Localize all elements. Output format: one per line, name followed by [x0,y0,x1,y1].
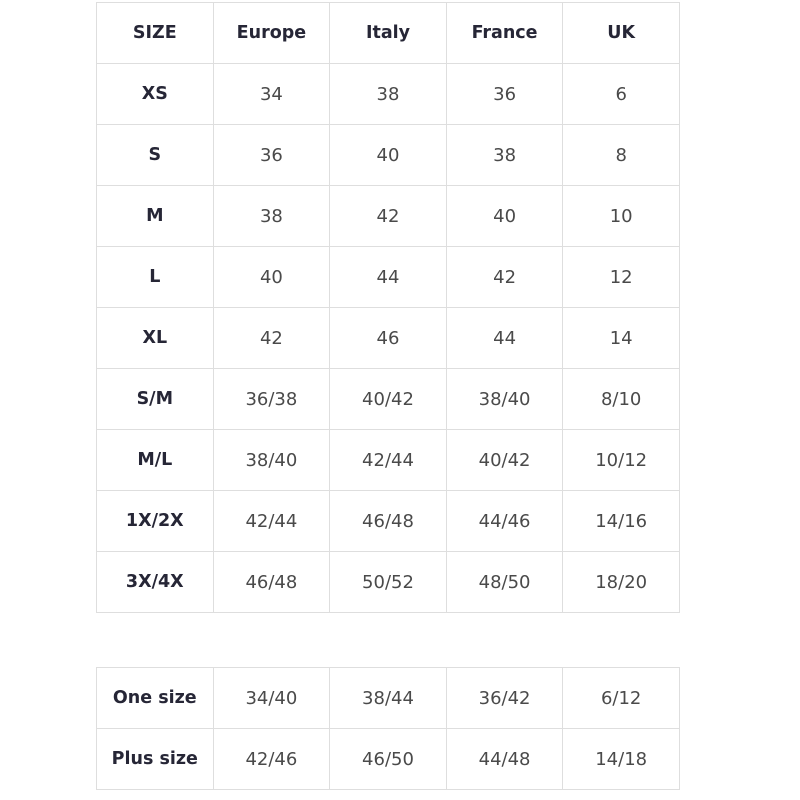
table-row: M/L 38/40 42/44 40/42 10/12 [96,429,680,491]
size-value-cell: 42 [445,246,564,308]
size-value-cell: 42/44 [329,429,447,491]
size-label-cell: 1X/2X [96,490,214,552]
size-value-cell: 14/16 [562,490,680,552]
table-row: L 40 44 42 12 [96,246,680,308]
table-row: XS 34 38 36 6 [96,63,680,125]
size-value-cell: 40/42 [329,368,447,430]
size-value-cell: 34 [212,63,331,125]
table-row: One size 34/40 38/44 36/42 6/12 [96,667,680,729]
size-value-cell: 44/46 [445,490,564,552]
size-value-cell: 46/50 [329,728,447,790]
size-value-cell: 18/20 [562,551,680,613]
table-row: XL 42 46 44 14 [96,307,680,369]
size-value-cell: 40 [212,246,331,308]
size-value-cell: 42/44 [212,490,331,552]
size-value-cell: 36 [445,63,564,125]
size-value-cell: 12 [562,246,680,308]
size-value-cell: 36/38 [212,368,331,430]
table-row: Plus size 42/46 46/50 44/48 14/18 [96,728,680,790]
size-value-cell: 40/42 [445,429,564,491]
size-value-cell: 44 [329,246,447,308]
table-row: 3X/4X 46/48 50/52 48/50 18/20 [96,551,680,613]
size-value-cell: 46/48 [212,551,331,613]
size-label-cell: Plus size [96,728,214,790]
size-value-cell: 38 [445,124,564,186]
size-label-cell: XS [96,63,214,125]
size-value-cell: 46/48 [329,490,447,552]
size-value-cell: 38 [329,63,447,125]
size-value-cell: 42 [212,307,331,369]
size-conversion-table: SIZE Europe Italy France UK XS 34 38 36 6 S 36… [96,2,680,613]
size-value-cell: 42 [329,185,447,247]
size-value-cell: 46 [329,307,447,369]
size-value-cell: 48/50 [445,551,564,613]
size-label-cell: M [96,185,214,247]
table-row: S 36 40 38 8 [96,124,680,186]
table-row: S/M 36/38 40/42 38/40 8/10 [96,368,680,430]
size-label-cell: 3X/4X [96,551,214,613]
size-value-cell: 36/42 [445,667,564,729]
header-cell: UK [562,2,680,64]
size-value-cell: 44 [445,307,564,369]
size-value-cell: 6/12 [562,667,680,729]
size-label-cell: XL [96,307,214,369]
size-value-cell: 8/10 [562,368,680,430]
size-value-cell: 40 [445,185,564,247]
size-value-cell: 38/40 [445,368,564,430]
size-value-cell: 50/52 [329,551,447,613]
size-range-table: One size 34/40 38/44 36/42 6/12 Plus size 42/4… [96,667,680,790]
header-row: SIZE Europe Italy France UK [96,2,680,64]
size-value-cell: 36 [212,124,331,186]
size-value-cell: 8 [562,124,680,186]
size-value-cell: 38/44 [329,667,447,729]
size-value-cell: 44/48 [445,728,564,790]
size-value-cell: 38/40 [212,429,331,491]
size-value-cell: 10/12 [562,429,680,491]
size-label-cell: L [96,246,214,308]
header-cell: Europe [212,2,331,64]
size-label-cell: One size [96,667,214,729]
size-value-cell: 10 [562,185,680,247]
header-cell: France [445,2,564,64]
table-row: M 38 42 40 10 [96,185,680,247]
table-row: 1X/2X 42/44 46/48 44/46 14/16 [96,490,680,552]
header-cell: SIZE [96,2,214,64]
header-cell: Italy [329,2,447,64]
size-value-cell: 14 [562,307,680,369]
size-label-cell: S/M [96,368,214,430]
size-label-cell: S [96,124,214,186]
size-value-cell: 14/18 [562,728,680,790]
size-value-cell: 42/46 [212,728,331,790]
size-value-cell: 38 [212,185,331,247]
size-value-cell: 34/40 [212,667,331,729]
size-value-cell: 40 [329,124,447,186]
size-value-cell: 6 [562,63,680,125]
size-label-cell: M/L [96,429,214,491]
